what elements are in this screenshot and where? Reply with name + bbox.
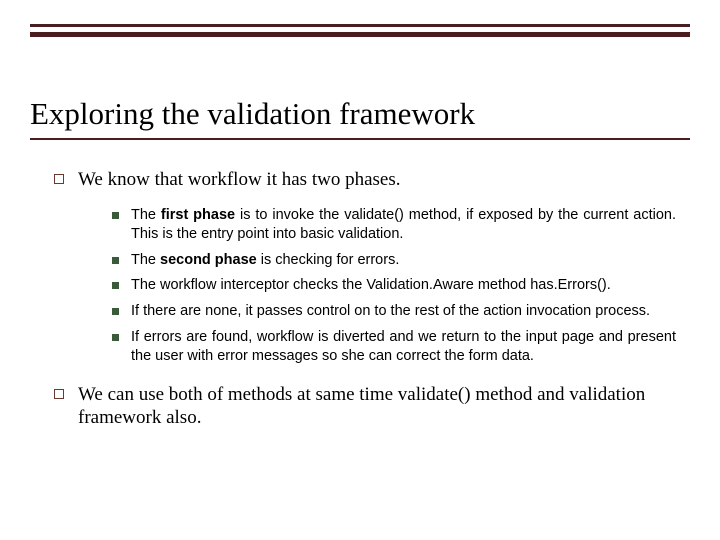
- square-filled-bullet-icon: [112, 212, 119, 219]
- square-outline-bullet-icon: [54, 174, 64, 184]
- level2-bold: first phase: [161, 207, 235, 223]
- square-filled-bullet-icon: [112, 257, 119, 264]
- slide: Exploring the validation framework We kn…: [0, 0, 720, 540]
- square-filled-bullet-icon: [112, 334, 119, 341]
- level2-text: The second phase is checking for errors.: [131, 251, 399, 271]
- top-rule-thin: [30, 24, 690, 27]
- level2-prefix: The: [131, 252, 160, 268]
- top-rule-thick: [30, 32, 690, 37]
- level2-text: The first phase is to invoke the validat…: [131, 206, 676, 245]
- level2-text: If there are none, it passes control on …: [131, 302, 650, 322]
- square-outline-bullet-icon: [54, 389, 64, 399]
- slide-content: We know that workflow it has two phases.…: [54, 168, 680, 444]
- level1-item: We know that workflow it has two phases.: [54, 168, 680, 192]
- level2-bold: second phase: [160, 252, 257, 268]
- level2-rest: If errors are found, workflow is diverte…: [131, 329, 676, 365]
- level2-rest: is checking for errors.: [257, 252, 400, 268]
- title-underline: [30, 138, 690, 140]
- level2-text: The workflow interceptor checks the Vali…: [131, 276, 611, 296]
- level2-item: The workflow interceptor checks the Vali…: [112, 276, 676, 296]
- square-filled-bullet-icon: [112, 282, 119, 289]
- level1-item: We can use both of methods at same time …: [54, 383, 680, 431]
- level1-text: We know that workflow it has two phases.: [78, 168, 400, 192]
- level2-list: The first phase is to invoke the validat…: [112, 206, 676, 367]
- square-filled-bullet-icon: [112, 308, 119, 315]
- level2-item: The first phase is to invoke the validat…: [112, 206, 676, 245]
- level1-text: We can use both of methods at same time …: [78, 383, 680, 431]
- level2-rest: The workflow interceptor checks the Vali…: [131, 277, 611, 293]
- level2-rest: If there are none, it passes control on …: [131, 303, 650, 319]
- level2-item: The second phase is checking for errors.: [112, 251, 676, 271]
- level2-item: If there are none, it passes control on …: [112, 302, 676, 322]
- slide-title: Exploring the validation framework: [30, 96, 475, 132]
- level2-prefix: The: [131, 207, 161, 223]
- level2-text: If errors are found, workflow is diverte…: [131, 328, 676, 367]
- level2-item: If errors are found, workflow is diverte…: [112, 328, 676, 367]
